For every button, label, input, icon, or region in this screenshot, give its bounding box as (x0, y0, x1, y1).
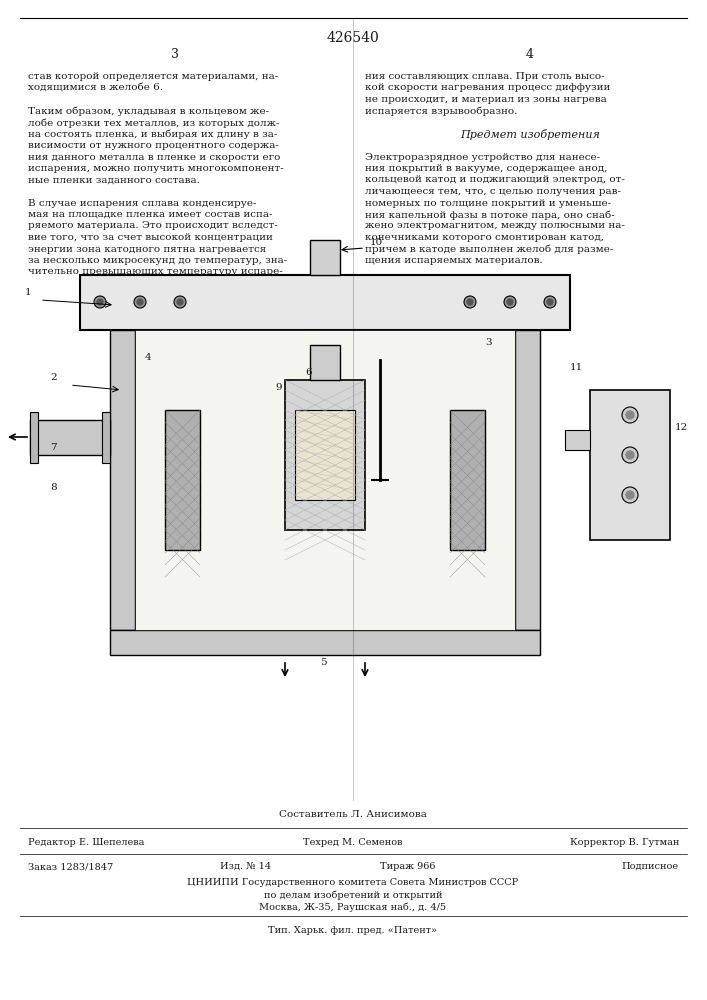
Text: Подписное: Подписное (622, 862, 679, 871)
Text: 1: 1 (25, 288, 32, 297)
Bar (110, 630, 540, 655)
Text: ные пленки заданного состава.: ные пленки заданного состава. (28, 176, 200, 184)
Circle shape (464, 296, 476, 308)
Bar (30, 412, 38, 463)
Text: ряемого материала. Это происходит вследст-: ряемого материала. Это происходит вследс… (28, 222, 278, 231)
Text: Техред М. Семенов: Техред М. Семенов (303, 838, 403, 847)
Circle shape (626, 451, 634, 459)
Bar (110, 330, 135, 630)
FancyBboxPatch shape (80, 275, 570, 330)
Text: испаряется взрывообразно.: испаряется взрывообразно. (365, 106, 518, 116)
Text: Электроразрядное устройство для нанесе-: Электроразрядное устройство для нанесе- (365, 152, 600, 161)
Circle shape (507, 299, 513, 305)
Text: кой скорости нагревания процесс диффузии: кой скорости нагревания процесс диффузии (365, 84, 610, 93)
Circle shape (174, 296, 186, 308)
Text: щения испаряемых материалов.: щения испаряемых материалов. (365, 256, 543, 265)
Bar (310, 345, 340, 380)
Text: мая на площадке пленка имеет состав испа-: мая на площадке пленка имеет состав испа… (28, 210, 272, 219)
Circle shape (177, 299, 183, 305)
Bar (165, 410, 200, 550)
Text: 9: 9 (275, 383, 281, 392)
Bar (310, 240, 340, 275)
Text: 8: 8 (50, 483, 57, 492)
Text: 3: 3 (171, 48, 179, 62)
Bar (450, 410, 485, 550)
Circle shape (626, 411, 634, 419)
Text: Предмет изобретения: Предмет изобретения (460, 129, 600, 140)
Text: 7: 7 (50, 443, 57, 452)
Bar (565, 430, 590, 450)
Text: ния данного металла в пленке и скорости его: ния данного металла в пленке и скорости … (28, 152, 281, 161)
Bar (135, 330, 515, 630)
Circle shape (544, 296, 556, 308)
Circle shape (97, 299, 103, 305)
Text: став которой определяется материалами, на-: став которой определяется материалами, н… (28, 72, 279, 81)
Text: за несколько микросекунд до температур, зна-: за несколько микросекунд до температур, … (28, 256, 287, 265)
Text: 3: 3 (485, 338, 491, 347)
Bar (590, 390, 670, 540)
Text: Тираж 966: Тираж 966 (380, 862, 436, 871)
Text: Корректор В. Гутман: Корректор В. Гутман (570, 838, 679, 847)
Bar (285, 380, 365, 530)
Text: 4: 4 (526, 48, 534, 62)
Circle shape (134, 296, 146, 308)
Text: на состоять пленка, и выбирая их длину в за-: на состоять пленка, и выбирая их длину в… (28, 129, 277, 139)
Circle shape (137, 299, 143, 305)
Text: 6: 6 (305, 368, 312, 377)
Circle shape (626, 491, 634, 499)
Text: вие того, что за счет высокой концентрации: вие того, что за счет высокой концентрац… (28, 233, 273, 242)
Text: номерных по толщине покрытий и уменьше-: номерных по толщине покрытий и уменьше- (365, 198, 611, 208)
Text: по делам изобретений и открытий: по делам изобретений и открытий (264, 890, 443, 900)
Text: Редактор Е. Шепелева: Редактор Е. Шепелева (28, 838, 144, 847)
Bar (295, 410, 355, 500)
Text: висимости от нужного процентного содержа-: висимости от нужного процентного содержа… (28, 141, 279, 150)
Text: кольцевой катод и поджигающий электрод, от-: кольцевой катод и поджигающий электрод, … (365, 176, 625, 184)
Text: Заказ 1283/1847: Заказ 1283/1847 (28, 862, 113, 871)
Text: испарения, можно получить многокомпонент-: испарения, можно получить многокомпонент… (28, 164, 284, 173)
Text: жено электромагнитом, между полюсными на-: жено электромагнитом, между полюсными на… (365, 222, 625, 231)
Text: Тип. Харьк. фил. пред. «Патент»: Тип. Харьк. фил. пред. «Патент» (269, 926, 438, 935)
Text: чительно превышающих температуру испаре-: чительно превышающих температуру испаре- (28, 267, 283, 276)
Text: 426540: 426540 (327, 31, 380, 45)
Text: ния составляющих сплава. При столь высо-: ния составляющих сплава. При столь высо- (365, 72, 604, 81)
Text: В случае испарения сплава конденсируе-: В случае испарения сплава конденсируе- (28, 198, 257, 208)
Text: ния капельной фазы в потоке пара, оно снаб-: ния капельной фазы в потоке пара, оно сн… (365, 210, 615, 220)
Text: причем в катоде выполнен желоб для разме-: причем в катоде выполнен желоб для разме… (365, 244, 614, 254)
Text: Изд. № 14: Изд. № 14 (220, 862, 271, 871)
Circle shape (94, 296, 106, 308)
Text: 5: 5 (320, 658, 327, 667)
Circle shape (504, 296, 516, 308)
Text: 4: 4 (145, 353, 151, 362)
Text: конечниками которого смонтирован катод,: конечниками которого смонтирован катод, (365, 233, 604, 242)
Circle shape (547, 299, 553, 305)
Text: Таким образом, укладывая в кольцевом же-: Таким образом, укладывая в кольцевом же- (28, 106, 269, 116)
Text: 10: 10 (370, 238, 383, 247)
Bar (102, 412, 110, 463)
Text: лобе отрезки тех металлов, из которых долж-: лобе отрезки тех металлов, из которых до… (28, 118, 279, 127)
Text: ЦНИИПИ Государственного комитета Совета Министров СССР: ЦНИИПИ Государственного комитета Совета … (187, 878, 519, 887)
Bar (30, 420, 110, 455)
Circle shape (622, 447, 638, 463)
Text: не происходит, и материал из зоны нагрева: не происходит, и материал из зоны нагрев… (365, 95, 607, 104)
Circle shape (622, 487, 638, 503)
Bar (515, 330, 540, 630)
Text: Москва, Ж-35, Раушская наб., д. 4/5: Москва, Ж-35, Раушская наб., д. 4/5 (259, 902, 447, 912)
Text: 11: 11 (570, 363, 583, 372)
Circle shape (622, 407, 638, 423)
Circle shape (467, 299, 473, 305)
Text: 2: 2 (50, 373, 57, 382)
Text: 12: 12 (675, 423, 688, 432)
Text: ходящимися в желобе 6.: ходящимися в желобе 6. (28, 84, 163, 93)
Text: Составитель Л. Анисимова: Составитель Л. Анисимова (279, 810, 427, 819)
Text: ния покрытий в вакууме, содержащее анод,: ния покрытий в вакууме, содержащее анод, (365, 164, 607, 173)
Text: личающееся тем, что, с целью получения рав-: личающееся тем, что, с целью получения р… (365, 187, 621, 196)
Text: энергии зона катодного пятна нагревается: энергии зона катодного пятна нагревается (28, 244, 267, 253)
